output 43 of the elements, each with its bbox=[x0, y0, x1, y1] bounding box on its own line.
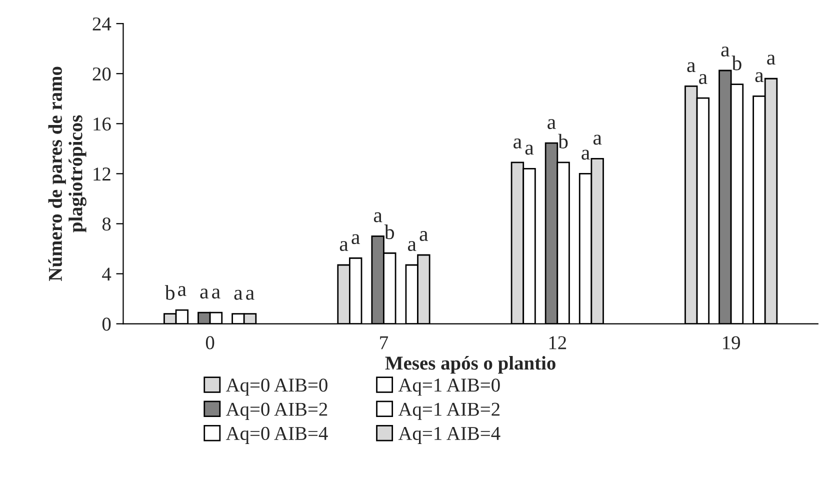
data-label: a bbox=[178, 286, 186, 296]
data-label: a bbox=[699, 74, 708, 84]
legend-label: Aq=1 AIB=0 bbox=[398, 378, 500, 396]
data-label: a bbox=[352, 234, 360, 244]
data-label: a bbox=[548, 119, 556, 130]
data-label: a bbox=[755, 72, 764, 82]
data-label: a bbox=[234, 290, 243, 300]
data-label: a bbox=[514, 138, 522, 148]
legend-label: Aq=0 AIB=2 bbox=[226, 402, 328, 420]
y-tick-label: 8 bbox=[102, 218, 111, 231]
data-label: b bbox=[558, 134, 568, 148]
data-label: a bbox=[340, 241, 348, 252]
data-label: a bbox=[721, 46, 730, 57]
y-tick-label: 12 bbox=[94, 168, 110, 180]
x-tick-label: 12 bbox=[549, 336, 566, 350]
legend-label: Aq=1 AIB=4 bbox=[398, 427, 500, 444]
y-tick-label: 16 bbox=[94, 118, 111, 131]
data-label: a bbox=[212, 288, 220, 299]
x-tick-label: 19 bbox=[723, 336, 740, 350]
x-tick-label: 0 bbox=[206, 336, 214, 350]
data-label: a bbox=[246, 290, 254, 300]
y-tick-label: 20 bbox=[92, 67, 111, 81]
y-tick-label: 0 bbox=[102, 318, 111, 331]
legend-label: Aq=0 AIB=4 bbox=[226, 426, 328, 444]
data-label: a bbox=[582, 150, 590, 160]
legend-label: Aq=1 AIB=2 bbox=[398, 402, 500, 420]
data-label: a bbox=[374, 212, 382, 222]
legend-label: Aq=0 AIB=0 bbox=[226, 378, 328, 396]
data-label: a bbox=[593, 134, 602, 145]
data-label: a bbox=[200, 288, 208, 299]
y-tick-label: 4 bbox=[102, 268, 112, 281]
y-axis-title: Número de pares de ramo plagiotrópicos bbox=[48, 66, 86, 281]
data-label: a bbox=[408, 241, 416, 252]
data-label: a bbox=[525, 144, 534, 155]
data-label: b bbox=[732, 56, 742, 70]
data-label: a bbox=[687, 62, 696, 72]
data-label: b bbox=[164, 285, 175, 300]
y-tick-label: 24 bbox=[92, 17, 112, 30]
data-label: a bbox=[420, 231, 428, 242]
x-axis-title: Meses após o plantio bbox=[385, 356, 556, 374]
data-label: b bbox=[384, 224, 394, 240]
data-label: a bbox=[767, 54, 776, 65]
x-tick-label: 7 bbox=[380, 336, 388, 350]
